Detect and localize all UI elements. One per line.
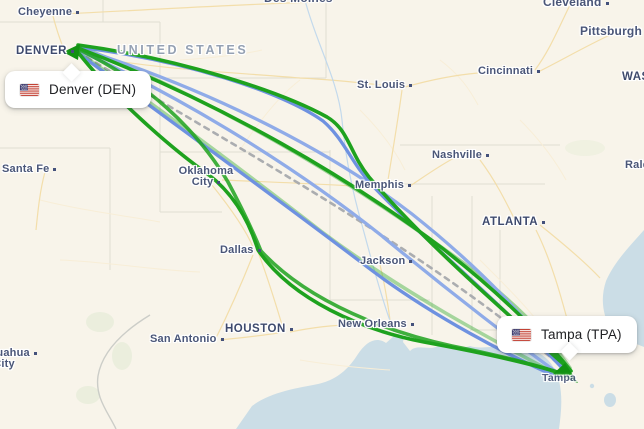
water-gulf-of-mexico bbox=[236, 334, 562, 429]
route-lines-green bbox=[75, 43, 573, 378]
water-florida-lakes bbox=[589, 383, 616, 407]
origin-marker-tooltip[interactable]: Denver (DEN) bbox=[5, 63, 152, 108]
destination-marker-tooltip[interactable]: Tampa (TPA) bbox=[497, 316, 637, 361]
origin-arrow-icon bbox=[63, 44, 80, 60]
us-flag-icon bbox=[20, 83, 39, 96]
us-flag-icon bbox=[512, 328, 531, 341]
destination-label: Tampa (TPA) bbox=[541, 327, 622, 342]
state-borders bbox=[0, 0, 560, 345]
river-rio-grande bbox=[96, 314, 151, 429]
origin-label: Denver (DEN) bbox=[49, 82, 137, 97]
destination-arrow-icon bbox=[553, 363, 578, 383]
roads-minor bbox=[39, 49, 567, 371]
forest-patches bbox=[76, 140, 605, 404]
